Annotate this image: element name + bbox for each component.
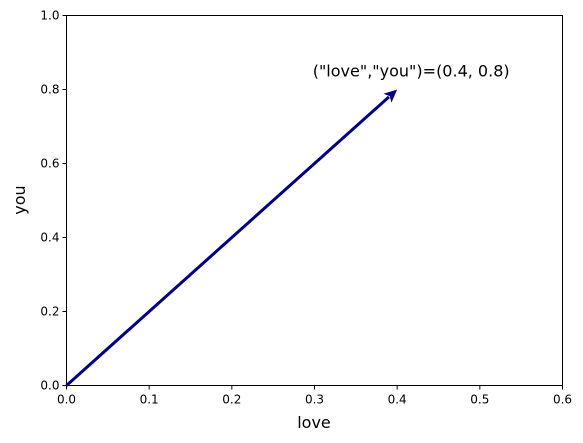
vector-arrowhead bbox=[383, 89, 398, 103]
y-axis-label: you bbox=[10, 185, 29, 214]
y-tick-label: 1.0 bbox=[40, 9, 59, 23]
x-tick-label: 0.6 bbox=[553, 393, 572, 407]
y-tick-label: 0.4 bbox=[40, 231, 59, 245]
x-tick-label: 0.3 bbox=[305, 393, 324, 407]
x-tick-label: 0.1 bbox=[140, 393, 159, 407]
y-tick-label: 0.8 bbox=[40, 83, 59, 97]
x-axis-label: love bbox=[297, 413, 331, 432]
vector-layer bbox=[65, 89, 398, 387]
y-tick-label: 0.0 bbox=[40, 379, 59, 393]
plot-frame bbox=[66, 15, 563, 386]
vector-shaft bbox=[65, 95, 390, 387]
y-tick-label: 0.6 bbox=[40, 157, 59, 171]
x-tick-label: 0.0 bbox=[57, 393, 76, 407]
x-tick-label: 0.5 bbox=[470, 393, 489, 407]
y-tick-label: 0.2 bbox=[40, 305, 59, 319]
vector-annotation: ("love","you")=(0.4, 0.8) bbox=[313, 62, 510, 81]
x-tick-label: 0.4 bbox=[388, 393, 407, 407]
x-tick-label: 0.2 bbox=[222, 393, 241, 407]
ticks: 0.0 0.1 0.2 0.3 0.4 0.5 0.6 0.0 0.2 0.4 0.6 0.8 1.0 bbox=[40, 9, 572, 407]
